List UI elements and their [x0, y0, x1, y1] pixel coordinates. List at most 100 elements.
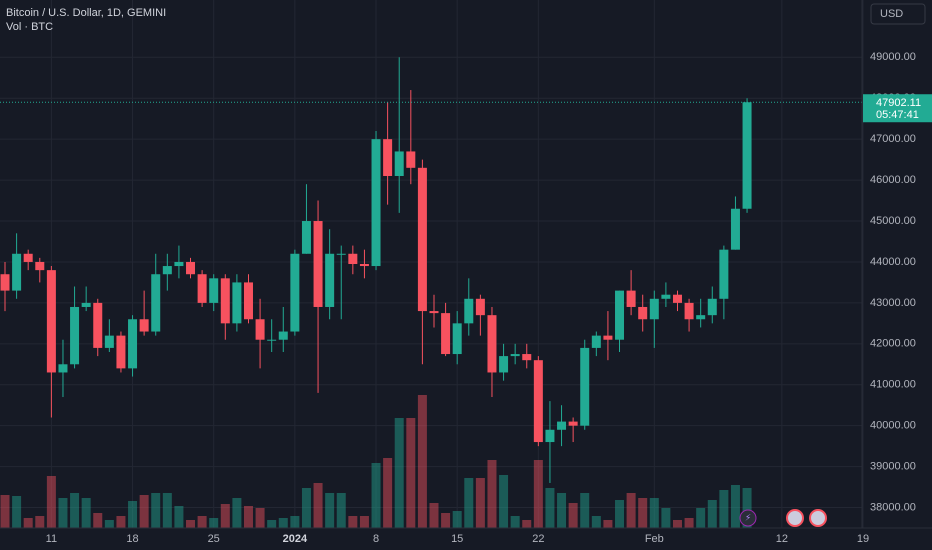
volume-bar — [383, 458, 393, 528]
volume-bar — [139, 495, 149, 528]
volume-bar — [499, 475, 509, 528]
volume-bar — [93, 513, 103, 528]
candle-body — [325, 253, 335, 307]
candle-body — [742, 102, 752, 209]
volume-bar — [730, 485, 740, 528]
volume-bar — [522, 520, 532, 528]
volume-bar — [649, 498, 659, 528]
economic-event-icon[interactable] — [809, 509, 827, 527]
x-tick-label: 22 — [532, 533, 544, 545]
candle-body — [267, 339, 277, 341]
x-tick-label: Feb — [645, 533, 664, 545]
candle-body — [81, 302, 91, 307]
candle-body — [290, 253, 300, 332]
chart-subtitle: Vol · BTC — [6, 21, 53, 33]
currency-label[interactable]: USD — [880, 8, 903, 20]
x-tick-label: 2024 — [283, 533, 308, 545]
y-tick-label: 40000.00 — [870, 420, 916, 432]
x-tick-label: 19 — [857, 533, 869, 545]
candle-body — [499, 356, 509, 373]
candle-body — [626, 290, 636, 307]
candle-body — [186, 261, 196, 275]
candle-body — [232, 282, 242, 324]
volume-bar — [707, 500, 717, 528]
economic-event-icon[interactable] — [786, 509, 804, 527]
candle-body — [394, 151, 404, 176]
candle-body — [475, 298, 485, 316]
volume-bar — [128, 501, 138, 528]
candle-body — [139, 319, 149, 332]
candle-body — [151, 274, 161, 332]
volume-bar — [371, 463, 381, 528]
last-price-badge — [863, 94, 932, 123]
volume-bar — [696, 508, 706, 528]
event-icon[interactable] — [739, 509, 757, 527]
volume-bar — [104, 520, 114, 528]
volume-bar — [742, 488, 752, 528]
x-tick-label: 15 — [451, 533, 463, 545]
volume-bar — [464, 478, 474, 528]
candle-body — [209, 278, 219, 303]
candle-body — [417, 167, 427, 312]
volume-bar — [313, 483, 323, 528]
candle-body — [116, 335, 126, 369]
candle-body — [557, 421, 567, 430]
volume-bar — [441, 513, 451, 528]
volume-bar — [359, 516, 369, 528]
candle-body — [35, 261, 45, 271]
candle-body — [383, 139, 393, 176]
candle-body — [336, 253, 346, 255]
volume-bar — [557, 493, 567, 528]
candle-body — [684, 302, 694, 320]
currency-button[interactable] — [870, 3, 926, 25]
volume-bar — [162, 493, 172, 528]
volume-bar — [151, 493, 161, 528]
candle-body — [301, 221, 311, 254]
last-price-label: 47902.11 — [876, 97, 921, 109]
candle-body — [243, 282, 253, 320]
candle-body — [93, 302, 103, 348]
volume-bar — [591, 516, 601, 528]
volume-bar — [116, 516, 126, 528]
candle-body — [371, 139, 381, 267]
y-tick-label: 39000.00 — [870, 461, 916, 473]
bar-countdown: 05:47:41 — [876, 109, 919, 121]
candle-body — [58, 364, 68, 373]
volume-bar — [672, 520, 682, 528]
y-tick-label: 44000.00 — [870, 256, 916, 268]
volume-bar — [533, 460, 543, 528]
volume-bar — [0, 495, 10, 528]
volume-bar — [487, 460, 497, 528]
volume-bar — [23, 518, 33, 528]
candle-body — [0, 274, 10, 291]
candle-body — [12, 253, 22, 291]
volume-bar — [197, 516, 207, 528]
candle-body — [464, 298, 474, 324]
volume-bar — [290, 516, 300, 528]
volume-bar — [46, 476, 56, 528]
candle-body — [545, 429, 555, 443]
volume-bar — [336, 493, 346, 528]
volume-bar — [568, 503, 578, 528]
candle-body — [429, 311, 439, 314]
candle-body — [568, 421, 578, 426]
y-tick-label: 42000.00 — [870, 338, 916, 350]
volume-bar — [81, 498, 91, 528]
volume-bar — [684, 518, 694, 528]
y-tick-label: 49000.00 — [870, 51, 916, 63]
volume-bar — [301, 488, 311, 528]
candle-body — [162, 266, 172, 275]
volume-bar — [452, 511, 462, 528]
candle-body — [707, 298, 717, 316]
candle-body — [487, 315, 497, 373]
candle-body — [348, 253, 358, 264]
candle-body — [278, 331, 288, 340]
volume-bar — [267, 520, 277, 528]
volume-bar — [510, 516, 520, 528]
volume-bar — [232, 498, 242, 528]
volume-bar — [626, 493, 636, 528]
candle-body — [719, 249, 729, 299]
volume-bar — [35, 516, 45, 528]
candle-body — [533, 360, 543, 443]
